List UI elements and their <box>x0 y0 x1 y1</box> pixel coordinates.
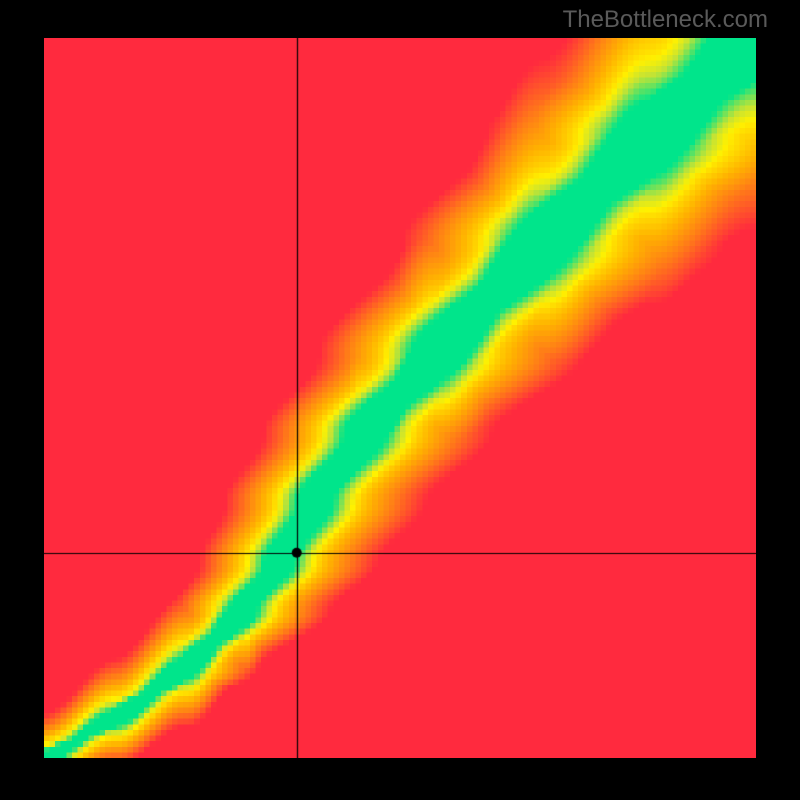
chart-container: TheBottleneck.com <box>0 0 800 800</box>
watermark-text: TheBottleneck.com <box>563 6 768 34</box>
bottleneck-heatmap <box>44 38 756 758</box>
